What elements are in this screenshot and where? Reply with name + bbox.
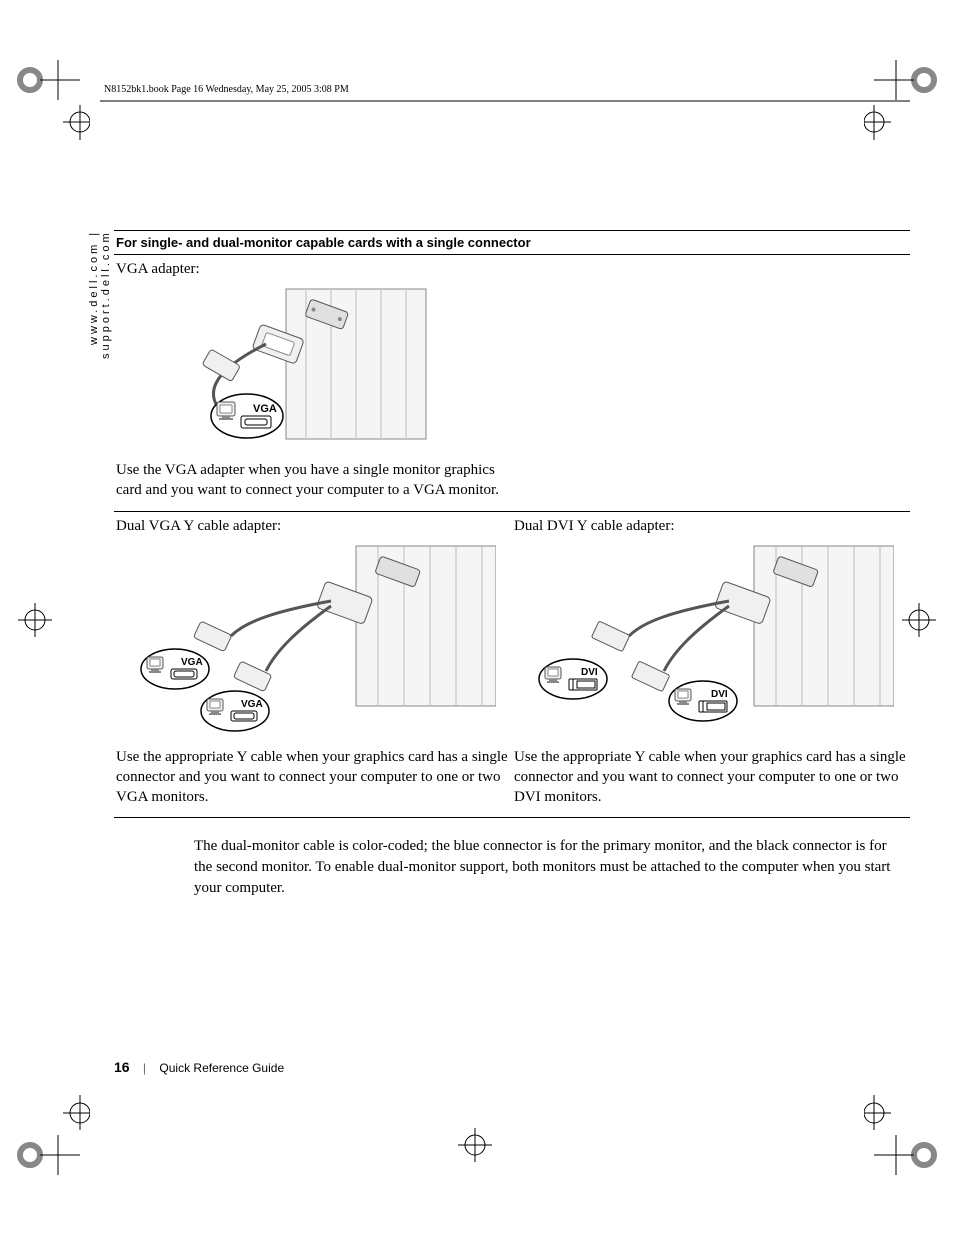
dual-dvi-badge1: DVI [581,667,598,678]
crop-mark-ml [10,600,60,640]
cell-dual-dvi: Dual DVI Y cable adapter: [512,512,910,818]
footer-doc-title: Quick Reference Guide [159,1061,284,1075]
vga-adapter-caption: Use the VGA adapter when you have a sing… [116,460,510,501]
vga-adapter-figure: VGA [116,284,510,454]
dual-vga-caption: Use the appropriate Y cable when your gr… [116,747,510,808]
section-header: For single- and dual-monitor capable car… [114,230,910,255]
dual-dvi-label: Dual DVI Y cable adapter: [514,518,908,535]
book-header-line: N8152bk1.book Page 16 Wednesday, May 25,… [104,84,349,95]
content-area: For single- and dual-monitor capable car… [114,230,910,899]
dual-vga-figure: VGA VGA [116,541,510,741]
page-number: 16 [114,1059,130,1075]
dual-vga-badge2: VGA [241,699,263,710]
sidebar-url: www.dell.com | support.dell.com [88,230,112,455]
row-dual-adapters: Dual VGA Y cable adapter: [114,512,910,819]
page-footer: 16 | Quick Reference Guide [114,1059,284,1075]
row-vga-adapter: VGA adapter: [114,255,910,512]
dual-vga-badge1: VGA [181,657,203,668]
footer-separator: | [143,1061,146,1075]
body-paragraph: The dual-monitor cable is color-coded; t… [194,836,906,899]
crop-mark-tl [10,60,90,140]
crop-mark-br [864,1095,944,1175]
cell-dual-vga: Dual VGA Y cable adapter: [114,512,512,818]
dual-dvi-badge2: DVI [711,689,728,700]
vga-badge-text: VGA [253,403,277,415]
dual-vga-label: Dual VGA Y cable adapter: [116,518,510,535]
vga-adapter-label: VGA adapter: [116,261,510,278]
dual-dvi-caption: Use the appropriate Y cable when your gr… [514,747,908,808]
crop-mark-bc [450,1125,500,1165]
crop-mark-bl [10,1095,90,1175]
dual-dvi-figure: DVI DVI [514,541,908,741]
cell-vga-adapter: VGA adapter: [114,255,512,511]
